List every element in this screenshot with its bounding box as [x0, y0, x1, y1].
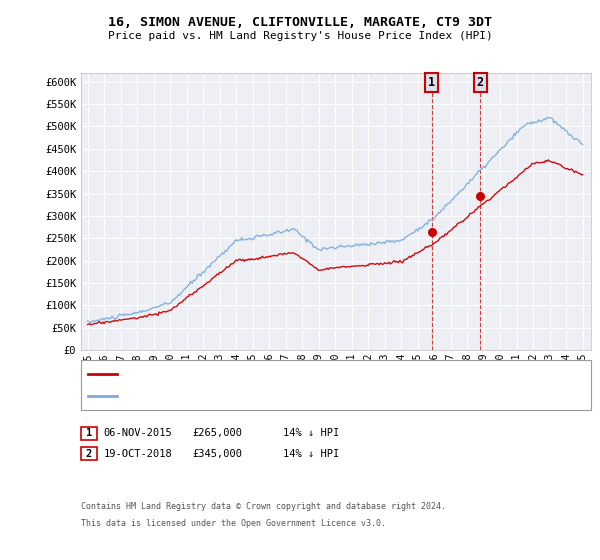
Text: Price paid vs. HM Land Registry's House Price Index (HPI): Price paid vs. HM Land Registry's House …: [107, 31, 493, 41]
Text: This data is licensed under the Open Government Licence v3.0.: This data is licensed under the Open Gov…: [81, 519, 386, 528]
Text: 16, SIMON AVENUE, CLIFTONVILLE, MARGATE, CT9 3DT (detached house): 16, SIMON AVENUE, CLIFTONVILLE, MARGATE,…: [122, 368, 503, 379]
Text: 14% ↓ HPI: 14% ↓ HPI: [283, 449, 339, 459]
Text: 16, SIMON AVENUE, CLIFTONVILLE, MARGATE, CT9 3DT: 16, SIMON AVENUE, CLIFTONVILLE, MARGATE,…: [108, 16, 492, 29]
Text: 19-OCT-2018: 19-OCT-2018: [104, 449, 173, 459]
Text: 06-NOV-2015: 06-NOV-2015: [104, 428, 173, 438]
Text: Contains HM Land Registry data © Crown copyright and database right 2024.: Contains HM Land Registry data © Crown c…: [81, 502, 446, 511]
Text: 14% ↓ HPI: 14% ↓ HPI: [283, 428, 339, 438]
Text: £265,000: £265,000: [193, 428, 242, 438]
Text: £345,000: £345,000: [193, 449, 242, 459]
Text: HPI: Average price, detached house, Thanet: HPI: Average price, detached house, Than…: [122, 391, 368, 401]
Text: 1: 1: [86, 428, 92, 438]
Text: 2: 2: [477, 76, 484, 89]
Text: 1: 1: [428, 76, 435, 89]
Text: 2: 2: [86, 449, 92, 459]
